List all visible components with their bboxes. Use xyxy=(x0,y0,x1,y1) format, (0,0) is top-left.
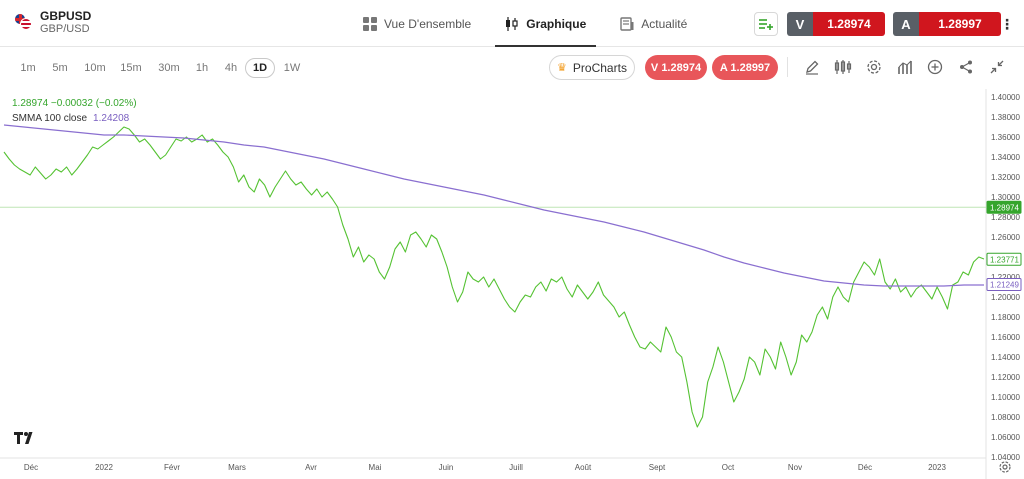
timeframe-10m[interactable]: 10m xyxy=(84,62,106,74)
news-icon xyxy=(620,16,634,31)
x-tick-label: Juin xyxy=(439,463,454,472)
y-tick-label: 1.14000 xyxy=(991,353,1020,362)
buy-label: A xyxy=(893,12,919,36)
tab-overview[interactable]: Vue D'ensemble xyxy=(363,0,471,47)
y-tick-label: 1.10000 xyxy=(991,393,1020,402)
x-tick-label: Févr xyxy=(164,463,180,472)
timeframe-1W[interactable]: 1W xyxy=(283,62,301,74)
y-tick-label: 1.20000 xyxy=(991,293,1020,302)
y-tick-label: 1.40000 xyxy=(991,93,1020,102)
y-tick-label: 1.12000 xyxy=(991,373,1020,382)
timeframe-1h[interactable]: 1h xyxy=(195,62,209,74)
instrument-name: GBP/USD xyxy=(40,23,90,35)
price-marker-2 xyxy=(986,278,1022,292)
buy-price: 1.28997 xyxy=(919,12,1001,36)
x-tick-label: Août xyxy=(575,463,592,472)
instrument-symbol: GBPUSD xyxy=(40,9,92,23)
y-tick-label: 1.16000 xyxy=(991,333,1020,342)
indicators-icon[interactable] xyxy=(833,57,853,77)
sell-label: V xyxy=(787,12,813,36)
price-marker-label-0: 1.28974 xyxy=(990,203,1019,212)
toolbar-divider xyxy=(787,57,788,77)
y-tick-label: 1.26000 xyxy=(991,233,1020,242)
tradingview-logo-icon[interactable] xyxy=(14,431,36,447)
smma-label: SMMA 100 close xyxy=(12,113,88,124)
x-tick-label: Déc xyxy=(858,463,872,472)
x-tick-label: 2023 xyxy=(928,463,946,472)
timeframe-1m[interactable]: 1m xyxy=(20,62,36,74)
collapse-icon[interactable] xyxy=(987,57,1007,77)
smma-legend: SMMA 100 close 1.24208 xyxy=(12,111,137,126)
instrument-info[interactable]: GBPUSD GBP/USD xyxy=(14,9,91,36)
y-tick-label: 1.30000 xyxy=(991,193,1020,202)
x-tick-label: Nov xyxy=(788,463,802,472)
plus-circle-icon[interactable] xyxy=(925,57,945,77)
tab-overview-label: Vue D'ensemble xyxy=(384,16,472,31)
header-bar: GBPUSD GBP/USD Vue D'ensemble Graphique xyxy=(0,0,1024,47)
y-tick-label: 1.36000 xyxy=(991,133,1020,142)
chart-legend: 1.28974 −0.00032 (−0.02%) SMMA 100 close… xyxy=(12,96,137,126)
y-tick-label: 1.18000 xyxy=(991,313,1020,322)
crown-icon: ♛ xyxy=(557,62,567,74)
sell-button[interactable]: V 1.28974 xyxy=(787,12,885,36)
y-tick-label: 1.34000 xyxy=(991,153,1020,162)
currency-flags-icon xyxy=(14,13,32,30)
price-chart[interactable]: 1.40000 1.38000 1.36000 1.34000 1.32000 1.300… xyxy=(0,89,1024,479)
y-tick-label: 1.28000 xyxy=(991,213,1020,222)
buy-button[interactable]: A 1.28997 xyxy=(893,12,1001,36)
tab-chart-label: Graphique xyxy=(526,16,587,31)
tab-chart[interactable]: Graphique xyxy=(495,0,597,47)
procharts-label: ProCharts xyxy=(572,60,627,75)
timeframe-1D[interactable]: 1D xyxy=(245,58,275,78)
watchlist-add-button[interactable] xyxy=(754,12,778,36)
timeframe-4h[interactable]: 4h xyxy=(224,62,238,74)
procharts-button[interactable]: ♛ ProCharts xyxy=(549,55,635,80)
bar-chart-icon[interactable] xyxy=(895,57,915,77)
price-marker-label-1: 1.23771 xyxy=(990,255,1019,264)
timeframe-15m[interactable]: 15m xyxy=(120,62,142,74)
x-tick-label: Avr xyxy=(305,463,317,472)
x-tick-label: Oct xyxy=(722,463,735,472)
gear-icon[interactable] xyxy=(864,57,884,77)
smma-value: 1.24208 xyxy=(93,113,130,124)
y-tick-label: 1.06000 xyxy=(991,433,1020,442)
list-plus-icon xyxy=(759,19,773,30)
chart-settings-gear-icon[interactable] xyxy=(998,460,1012,474)
sell-pill-button[interactable]: V 1.28974 xyxy=(645,55,707,80)
price-marker-0 xyxy=(986,200,1022,214)
tab-news[interactable]: Actualité xyxy=(620,0,687,47)
x-tick-label: Déc xyxy=(24,463,38,472)
y-tick-label: 1.32000 xyxy=(991,173,1020,182)
x-tick-label: Sept xyxy=(649,463,666,472)
x-tick-label: Mars xyxy=(228,463,246,472)
tab-news-label: Actualité xyxy=(641,16,688,31)
y-tick-label: 1.38000 xyxy=(991,113,1020,122)
smma-series-line xyxy=(3,124,984,287)
y-tick-label: 1.22000 xyxy=(991,273,1020,282)
buy-pill-button[interactable]: A 1.28997 xyxy=(712,55,778,80)
price-marker-label-2: 1.21249 xyxy=(990,281,1019,290)
y-tick-label: 1.04000 xyxy=(991,453,1020,462)
sell-price: 1.28974 xyxy=(813,12,885,36)
candles-icon xyxy=(506,16,518,31)
x-tick-label: Mai xyxy=(369,463,382,472)
price-series-line xyxy=(3,126,985,428)
timeframe-5m[interactable]: 5m xyxy=(52,62,68,74)
timeframe-30m[interactable]: 30m xyxy=(158,62,180,74)
y-tick-label: 1.08000 xyxy=(991,413,1020,422)
x-tick-label: 2022 xyxy=(95,463,113,472)
x-tick-label: Juill xyxy=(509,463,523,472)
pencil-icon[interactable] xyxy=(802,57,822,77)
more-menu-icon[interactable]: ⋮ xyxy=(1000,16,1014,32)
main-nav: Vue D'ensemble Graphique Actualité xyxy=(363,0,721,47)
grid-icon xyxy=(363,16,377,31)
share-icon[interactable] xyxy=(956,57,976,77)
price-legend: 1.28974 −0.00032 (−0.02%) xyxy=(12,98,137,109)
price-marker-1 xyxy=(986,252,1022,266)
